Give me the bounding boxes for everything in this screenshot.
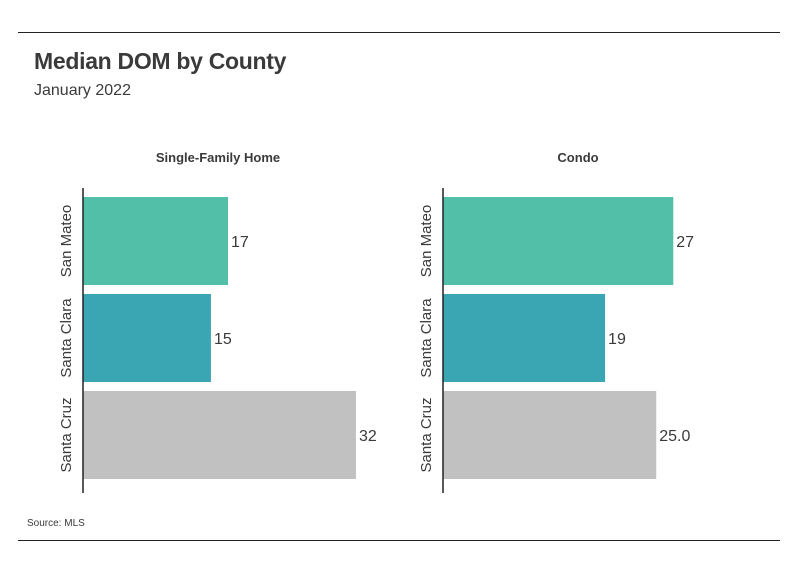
bar-single-family-home-san-mateo xyxy=(83,197,228,285)
panel-title-single-family-home: Single-Family Home xyxy=(156,150,280,165)
bar-single-family-home-santa-cruz xyxy=(83,391,356,479)
panel-title-condo: Condo xyxy=(557,150,598,165)
data-label-single-family-home-santa-cruz: 32 xyxy=(359,428,377,445)
category-label-condo-santa-cruz: Santa Cruz xyxy=(418,397,435,472)
chart-title: Median DOM by County xyxy=(34,48,287,74)
data-label-single-family-home-san-mateo: 17 xyxy=(231,234,249,251)
data-label-condo-santa-cruz: 25.0 xyxy=(659,428,690,445)
category-label-single-family-home-san-mateo: San Mateo xyxy=(58,205,75,278)
bar-condo-santa-cruz xyxy=(443,391,657,479)
source-note: Source: MLS xyxy=(27,518,85,529)
chart-subtitle: January 2022 xyxy=(34,82,131,99)
data-label-condo-santa-clara: 19 xyxy=(608,331,626,348)
bar-condo-santa-clara xyxy=(443,294,606,382)
top-rule xyxy=(18,32,780,33)
category-label-single-family-home-santa-cruz: Santa Cruz xyxy=(58,397,75,472)
category-label-single-family-home-santa-clara: Santa Clara xyxy=(58,298,75,378)
bar-condo-san-mateo xyxy=(443,197,674,285)
bar-single-family-home-santa-clara xyxy=(83,294,211,382)
data-label-condo-san-mateo: 27 xyxy=(676,234,694,251)
data-label-single-family-home-santa-clara: 15 xyxy=(214,331,232,348)
bottom-rule xyxy=(18,540,780,541)
category-label-condo-santa-clara: Santa Clara xyxy=(418,298,435,378)
category-label-condo-san-mateo: San Mateo xyxy=(418,205,435,278)
